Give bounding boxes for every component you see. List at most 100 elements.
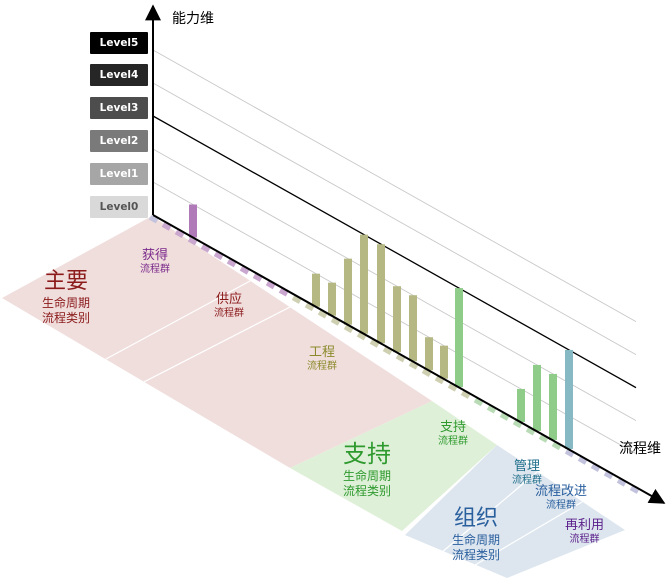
baseline-dash (486, 405, 497, 414)
group-support-name: 支持 (439, 420, 466, 435)
baseline-dash (291, 295, 302, 304)
bar-1-1 (189, 204, 197, 238)
level-box-2: Level2 (90, 130, 148, 152)
bar-2-9 (440, 345, 448, 379)
gridline-level-3 (152, 115, 637, 389)
group-supply-sub: 流程群 (214, 308, 244, 320)
baseline-dash (551, 441, 562, 451)
category-primary-line2: 生命周期 (42, 295, 91, 310)
panel-org-divider-1 (440, 471, 538, 554)
bar-2-2 (328, 282, 336, 316)
x-axis-label: 流程维 (619, 441, 661, 457)
baseline-dash (434, 375, 445, 385)
bar-2-7 (409, 295, 417, 362)
category-primary-label: 主要 生命周期 流程类别 (42, 268, 90, 326)
group-acquisition-sub: 流程群 (140, 264, 170, 276)
baseline-dash (382, 346, 393, 356)
baseline-dash (304, 302, 315, 312)
baseline-dash (161, 222, 172, 231)
group-reuse-sub: 流程群 (569, 534, 600, 546)
baseline-dash (538, 434, 549, 443)
baseline-dash (473, 397, 484, 407)
group-label-support: 支持 流程群 (438, 420, 468, 449)
bar-2-3 (344, 258, 352, 325)
group-improvement-name: 流程改进 (535, 484, 588, 499)
baseline-dash (577, 456, 588, 465)
panel-primary (2, 216, 432, 468)
group-label-supply: 供应 流程群 (214, 292, 244, 321)
category-organization-title: 组织 (454, 506, 499, 531)
baseline-dash (200, 244, 211, 253)
bars (189, 204, 573, 449)
baseline-dash (239, 266, 250, 275)
baseline-dash (408, 361, 419, 370)
group-label-process-improvement: 流程改进 流程群 (535, 484, 587, 513)
baseline-dashes (148, 215, 640, 494)
group-support-sub: 流程群 (438, 436, 468, 448)
level-box-4: Level4 (90, 64, 148, 86)
category-organization-label: 组织 生命周期 流程类别 (452, 505, 500, 563)
baseline-dash (564, 449, 575, 458)
baseline-dash (603, 471, 614, 480)
baseline-dash (629, 485, 640, 494)
group-management-name: 管理 (513, 459, 540, 474)
group-label-engineering: 工程 流程群 (307, 345, 337, 374)
bar-5-1 (565, 349, 573, 449)
panel-organization (405, 445, 625, 578)
bar-3-1 (455, 288, 463, 388)
bar-4-3 (549, 373, 557, 440)
baseline-dash (252, 273, 263, 282)
baseline-dash (213, 251, 224, 260)
baseline-dash (395, 354, 406, 363)
baseline-dash (356, 332, 367, 341)
panel-primary-divider-1 (105, 280, 251, 360)
bar-4-2 (533, 364, 541, 431)
baseline-dash (226, 258, 237, 268)
baseline-dash (330, 317, 341, 326)
bar-2-8 (425, 337, 433, 371)
baseline-dash (590, 463, 601, 472)
baseline-dash (317, 310, 328, 319)
baseline-dash (278, 288, 289, 297)
level-box-5: Level5 (90, 32, 148, 54)
group-reuse-name: 再利用 (565, 518, 605, 533)
group-label-acquisition: 获得 流程群 (140, 248, 170, 277)
category-support-label: 支持 生命周期 流程类别 (343, 439, 391, 499)
baseline-dash (187, 237, 198, 246)
panel-org-divider-2 (469, 501, 583, 569)
panel-support (290, 401, 497, 531)
category-organization-line3: 流程类别 (452, 547, 501, 562)
y-axis-label: 能力维 (172, 11, 214, 27)
baseline-dash (447, 383, 458, 392)
baseline-dash (525, 427, 536, 436)
category-support-title: 支持 (343, 440, 391, 468)
category-support-line2: 生命周期 (343, 469, 392, 483)
baseline-dash (174, 229, 185, 239)
baseline-dash (369, 339, 380, 348)
level-box-0: Level0 (90, 196, 148, 218)
panel-primary-divider-2 (137, 306, 291, 386)
baseline-dash (499, 412, 510, 421)
level-box-1: Level1 (90, 163, 148, 185)
x-axis (152, 214, 666, 504)
group-supply-name: 供应 (215, 292, 242, 307)
bar-4-1 (517, 388, 525, 422)
group-label-management: 管理 流程群 (512, 459, 542, 488)
bar-2-4 (360, 234, 368, 334)
baseline-dash (265, 280, 276, 290)
baseline-dash (512, 419, 523, 429)
bar-2-5 (377, 244, 385, 344)
baseline-dash (421, 368, 432, 377)
category-primary-title: 主要 (44, 269, 89, 294)
group-engineering-name: 工程 (308, 345, 335, 360)
category-support-line3: 流程类别 (343, 484, 392, 498)
group-improvement-sub: 流程群 (546, 500, 576, 512)
category-primary-line3: 流程类别 (42, 310, 91, 325)
gridline-level-5 (152, 49, 637, 323)
group-engineering-sub: 流程群 (307, 361, 337, 373)
baseline-dash (148, 215, 159, 224)
group-management-sub: 流程群 (512, 475, 542, 487)
baseline-dash (616, 478, 627, 487)
